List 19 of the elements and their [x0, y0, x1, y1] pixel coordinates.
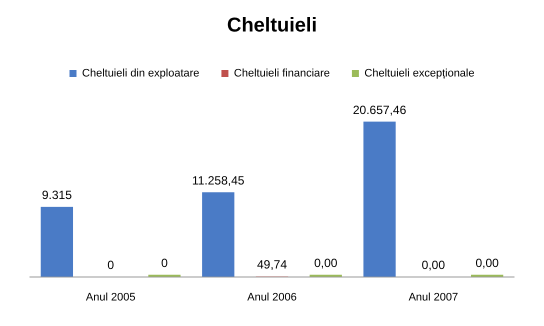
- x-tick-label: Anul 2007: [408, 291, 458, 304]
- x-tick-label: Anul 2006: [247, 291, 297, 304]
- data-label: 0: [161, 256, 168, 270]
- legend-label: Cheltuieli excepționale: [364, 68, 474, 80]
- legend-label: Cheltuieli financiare: [234, 68, 330, 80]
- legend-label: Cheltuieli din exploatare: [82, 68, 200, 80]
- chart-title: Cheltuieli: [226, 14, 318, 37]
- data-label: 0,00: [422, 258, 446, 272]
- data-label: 0,00: [314, 256, 338, 270]
- bar: [202, 192, 234, 277]
- bar: [40, 206, 74, 277]
- data-label: 0: [107, 258, 114, 272]
- bar: [363, 122, 396, 277]
- data-label: 49,74: [256, 258, 288, 272]
- data-label: 0,00: [475, 256, 500, 270]
- data-label: 20.657,46: [352, 102, 407, 117]
- data-label: 9.315: [42, 188, 72, 202]
- data-label: 11.258,45: [192, 174, 245, 188]
- x-tick-label: Anul 2005: [86, 291, 136, 304]
